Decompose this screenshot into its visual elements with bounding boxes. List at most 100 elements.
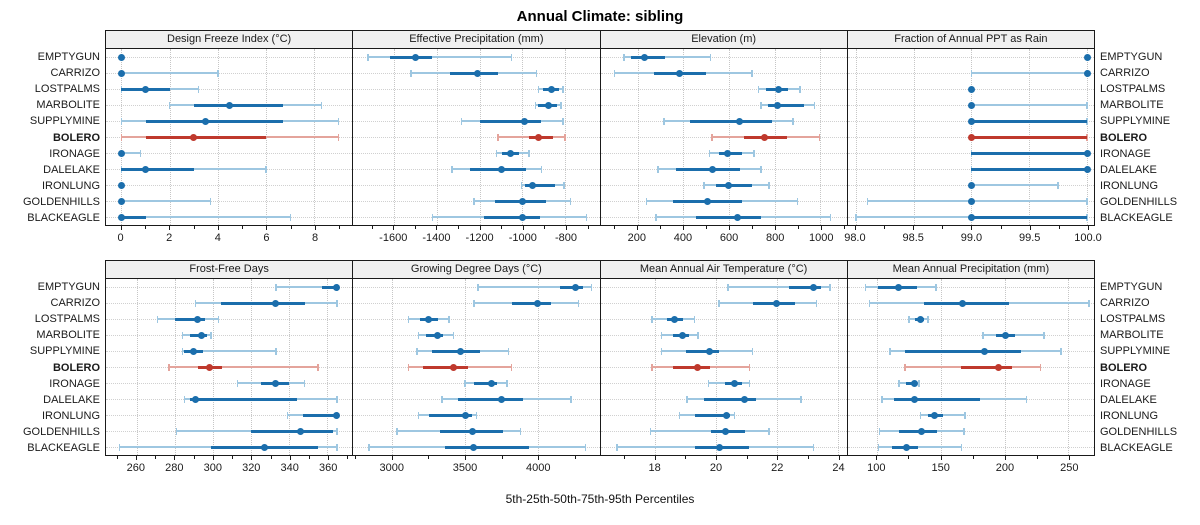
x-axis-minor-tick <box>458 226 460 229</box>
median-dot <box>297 427 305 435</box>
whisker-cap-5th <box>451 165 453 173</box>
x-axis-minor-tick <box>501 226 503 229</box>
whisker-cap-95th <box>1086 117 1088 125</box>
site-label: CARRIZO <box>1100 67 1150 80</box>
site-label: SUPPLYMINE <box>1100 345 1171 358</box>
whisker-cap-5th <box>417 411 420 419</box>
median-dot <box>333 283 341 291</box>
h-gridline <box>106 153 353 154</box>
x-axis-minor-tick <box>155 456 157 459</box>
whisker-cap-95th <box>336 395 338 403</box>
whisker-cap-95th <box>709 53 712 61</box>
site-label: CARRIZO <box>1100 297 1150 310</box>
x-axis-minor-tick <box>746 456 748 459</box>
whisker-cap-95th <box>1086 197 1088 205</box>
whisker-cap-95th <box>815 299 818 307</box>
x-axis-major-tick <box>777 456 779 460</box>
x-axis-major-tick <box>328 456 330 460</box>
whisker-cap-5th <box>727 283 729 291</box>
plot-area <box>105 49 354 226</box>
x-axis-major-tick <box>565 226 567 230</box>
whisker-5th-95th <box>121 72 218 74</box>
whisker-cap-5th <box>118 443 121 451</box>
whisker-cap-95th <box>510 53 513 61</box>
x-axis-minor-tick <box>116 456 118 459</box>
iqr-bar-25th-75th <box>961 365 1013 369</box>
x-axis-tick-label: 100.0 <box>1074 232 1102 244</box>
panel-strip-title: Elevation (m) <box>599 30 848 49</box>
x-axis-tick-label: 200 <box>995 462 1015 474</box>
median-dot <box>497 395 505 403</box>
h-gridline <box>353 153 600 154</box>
whisker-cap-95th <box>964 411 966 419</box>
x-axis-tick-label: 98.0 <box>844 232 866 244</box>
h-gridline <box>106 415 353 416</box>
whisker-cap-95th <box>829 213 832 221</box>
x-axis-minor-tick <box>752 226 754 229</box>
x-axis-tick-label: -1600 <box>379 232 408 244</box>
site-label: IRONAGE <box>1100 147 1151 160</box>
site-labels-right: EMPTYGUN CARRIZO LOSTPALMS MARBOLITE SUPPLYM… <box>1095 260 1190 481</box>
iqr-bar-25th-75th <box>145 119 284 123</box>
percentile-caption: 5th-25th-50th-75th-95th Percentiles <box>505 492 695 506</box>
iqr-bar-25th-75th <box>189 397 297 401</box>
median-dot <box>117 197 125 205</box>
whisker-cap-5th <box>477 283 479 291</box>
whisker-cap-5th <box>495 149 498 157</box>
site-label: SUPPLYMINE <box>29 345 100 358</box>
x-axis-major-tick <box>654 456 656 460</box>
x-axis-major-tick <box>682 226 684 230</box>
iqr-bar-25th-75th <box>971 119 1088 123</box>
whisker-cap-95th <box>560 101 562 109</box>
whisker-cap-95th <box>577 299 580 307</box>
x-axis-major-tick <box>821 226 823 230</box>
whisker-5th-95th <box>623 56 711 58</box>
x-axis-major-tick <box>217 226 219 230</box>
whisker-cap-95th <box>209 197 212 205</box>
median-dot <box>468 427 476 435</box>
x-axis-minor-tick <box>270 456 272 459</box>
site-label: IRONAGE <box>49 147 100 160</box>
whisker-cap-95th <box>792 117 794 125</box>
median-dot <box>411 53 419 61</box>
x-axis-minor-tick <box>414 226 416 229</box>
x-axis-tick-label: 260 <box>126 462 145 474</box>
median-dot <box>1002 331 1010 339</box>
median-dot <box>117 53 125 61</box>
x-axis-major-tick <box>436 226 438 230</box>
whisker-cap-5th <box>534 101 536 109</box>
h-gridline <box>106 335 353 336</box>
h-gridline <box>353 89 600 90</box>
whisker-cap-95th <box>960 443 963 451</box>
whisker-cap-5th <box>877 443 880 451</box>
whisker-cap-5th <box>464 379 466 387</box>
iqr-bar-25th-75th <box>457 397 524 401</box>
iqr-bar-25th-75th <box>559 285 583 289</box>
whisker-cap-95th <box>564 133 566 141</box>
whisker-cap-95th <box>570 395 572 403</box>
median-dot <box>773 299 781 307</box>
site-label: BLACKEAGLE <box>27 211 100 224</box>
panel-strip-title: Effective Precipitation (mm) <box>352 30 601 49</box>
x-axis-minor-tick <box>844 226 846 229</box>
iqr-bar-25th-75th <box>145 135 267 139</box>
whisker-cap-95th <box>320 101 323 109</box>
site-labels-left: EMPTYGUN CARRIZO LOSTPALMS MARBOLITE SUPPLYM… <box>10 30 105 251</box>
x-axis-tick-label: 3000 <box>379 462 405 474</box>
whisker-cap-5th <box>156 315 159 323</box>
median-dot <box>773 101 781 109</box>
whisker-cap-95th <box>535 69 538 77</box>
x-axis-major-tick <box>854 226 856 230</box>
median-dot <box>572 283 580 291</box>
site-label: SUPPLYMINE <box>1100 115 1171 128</box>
whisker-cap-5th <box>275 283 277 291</box>
x-axis-tick-label: 24 <box>832 462 845 474</box>
iqr-bar-25th-75th <box>971 135 1088 139</box>
x-axis-tick-label: 4 <box>214 232 221 244</box>
median-dot <box>197 331 205 339</box>
x-axis-tick-label: -1200 <box>465 232 494 244</box>
x-axis-major-tick <box>1004 456 1006 460</box>
whisker-cap-5th <box>236 379 239 387</box>
whisker-cap-5th <box>855 213 857 221</box>
median-dot <box>725 181 733 189</box>
